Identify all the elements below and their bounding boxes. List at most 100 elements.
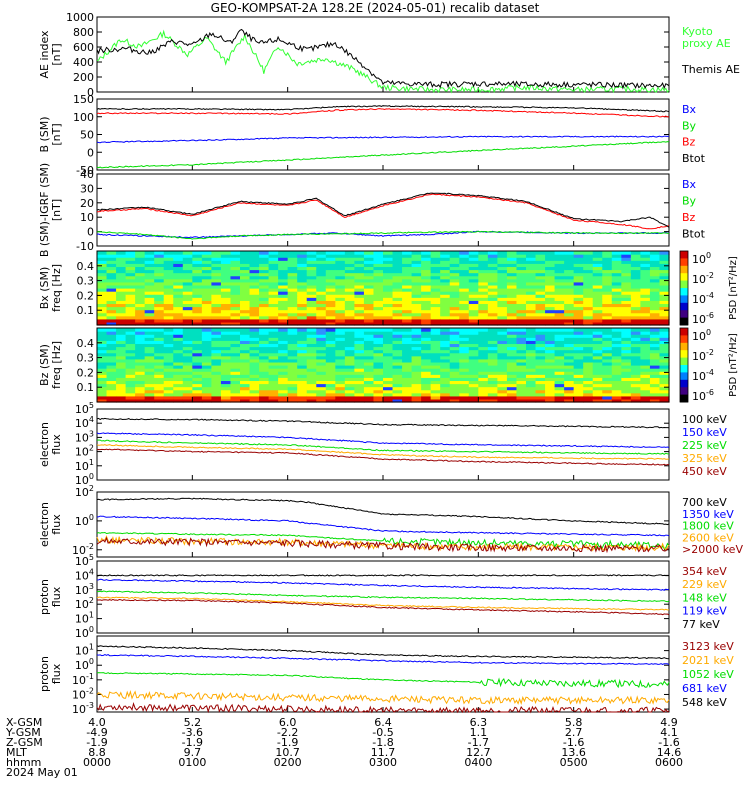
spectrogram-cell [526,352,537,357]
spectrogram-cell [440,398,451,403]
spectrogram-cell [449,340,460,345]
spectrogram-cell [268,328,279,332]
spectrogram-cell [611,321,622,326]
spectrogram-cell [201,291,212,295]
spectrogram-cell [97,318,108,323]
spectrogram-cell [468,272,479,277]
spectrogram-cell [430,392,441,397]
spectrogram-cell [325,300,336,305]
spectrogram-cell [211,312,222,317]
spectrogram-cell [402,352,413,357]
spectrogram-cell [182,355,193,360]
spectrogram-cell [211,257,222,261]
y-tick-label: -10 [76,240,94,253]
spectrogram-cell [526,275,537,280]
spectrogram-cell [182,343,193,348]
spectrogram-cell [583,263,594,268]
legend-entry: 3123 keV [682,640,734,653]
colorbar-segment [680,328,688,336]
spectrogram-cell [421,389,432,394]
colorbar-segment [680,379,688,388]
spectrogram-cell [154,392,165,397]
spectrogram-cell [545,257,556,261]
spectrogram-cell [106,386,117,391]
spectrogram-cell [649,312,661,317]
spectrogram-cell [440,346,451,351]
spectrogram-cell [392,395,403,400]
spectrogram-cell [478,331,489,335]
spectrogram-cell [163,263,174,268]
y-tick-label: 600 [73,41,94,54]
spectrogram-cell [306,383,317,388]
spectrogram-cell [278,300,289,305]
spectrogram-cell [516,284,527,289]
spectrogram-cell [220,371,232,375]
spectrogram-cell [430,346,441,351]
spectrogram-cell [106,318,117,323]
spectrogram-cell [659,365,670,369]
spectrogram-cell [306,349,317,354]
spectrogram-cell [659,260,670,264]
spectrogram-cell [173,263,184,268]
spectrogram-cell [335,306,346,311]
spectrogram-cell [344,328,355,332]
spectrogram-cell [249,398,260,403]
spectrogram-cell [526,263,537,268]
spectrogram-cell [535,328,546,332]
spectrogram-cell [144,284,155,289]
spectrogram-cell [573,303,584,308]
spectrogram-cell [201,377,212,382]
spectrogram-cell [545,334,556,338]
spectrogram-cell [163,260,174,264]
spectrogram-cell [211,266,222,271]
spectrogram-cell [306,392,317,397]
spectrogram-cell [506,251,518,255]
spectrogram-cell [220,321,232,326]
spectrogram-cell [526,371,537,375]
spectrogram-cell [116,380,127,385]
spectrogram-cell [506,352,518,357]
spectrogram-cell [144,355,155,360]
spectrogram-cell [487,395,498,400]
spectrogram-cell [335,371,346,375]
spectrogram-cell [278,371,289,375]
spectrogram-cell [163,352,174,357]
series-line-bz [96,108,670,118]
spectrogram-cell [182,331,193,335]
spectrogram-cell [573,309,584,314]
spectrogram-cell [459,269,470,274]
colorbar-segment [680,280,688,289]
spectrogram-cell [621,318,632,323]
spectrogram-cell [116,331,127,335]
spectrogram-cell [630,300,641,305]
spectrogram-cell [201,334,212,338]
spectrogram-cell [659,334,670,338]
spectrogram-cell [516,334,527,338]
spectrogram-cell [182,389,193,394]
spectrogram-cell [430,291,441,295]
spectrogram-cell [440,386,451,391]
spectrogram-cell [268,275,279,280]
spectrogram-cell [402,321,413,326]
spectrogram-cell [468,257,479,261]
spectrogram-cell [516,371,527,375]
spectrogram-cell [306,331,317,335]
spectrogram-cell [278,257,289,261]
spectrogram-cell [163,331,174,335]
spectrogram-cell [506,318,518,323]
spectrogram-cell [573,257,584,261]
spectrogram-cell [373,306,384,311]
spectrogram-cell [554,300,565,305]
y-tick-label: 1000 [66,11,94,24]
spectrogram-cell [421,257,432,261]
spectrogram-cell [430,266,441,271]
spectrogram-cell [392,275,403,280]
spectrogram-cell [421,331,432,335]
legend-entry: 150 keV [682,426,727,439]
spectrogram-cell [201,318,212,323]
spectrogram-cell [125,315,136,320]
spectrogram-cell [602,349,613,354]
spectrogram-cell [421,284,432,289]
spectrogram-cell [640,257,651,261]
spectrogram-cell [125,377,136,382]
